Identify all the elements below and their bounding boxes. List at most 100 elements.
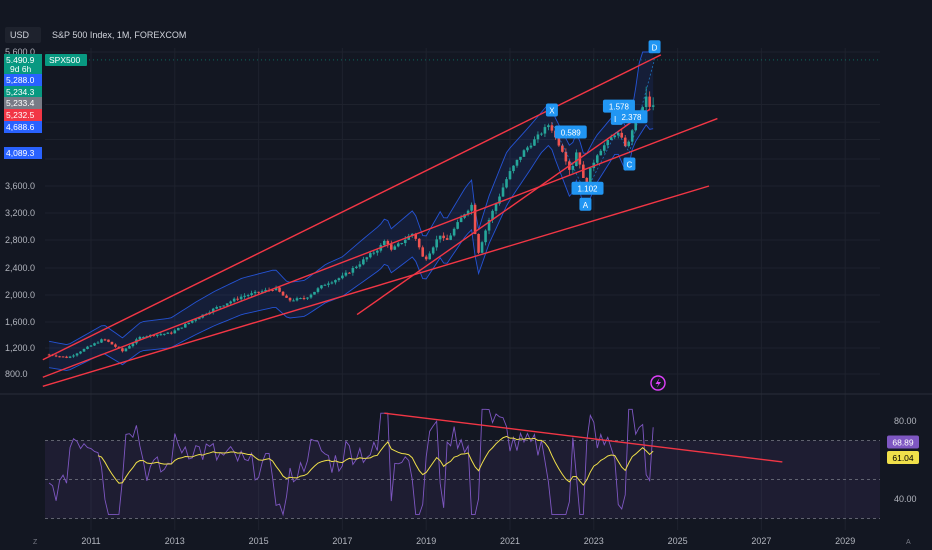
currency-label: USD xyxy=(10,30,30,40)
rsi-value-label: 68.89 xyxy=(892,437,914,447)
time-tick-label: 2023 xyxy=(584,536,604,546)
candle-body xyxy=(197,317,201,320)
candle-body xyxy=(72,355,75,357)
price-tick-label: 3,600.0 xyxy=(5,181,35,191)
candle-body xyxy=(246,295,250,297)
candle-body xyxy=(473,204,477,234)
ratio-label: 1.578 xyxy=(609,103,630,112)
pattern-point-label: D xyxy=(652,43,658,52)
candle-body xyxy=(459,217,463,223)
candle-body xyxy=(82,348,86,352)
candle-body xyxy=(477,233,480,253)
candle-body xyxy=(309,294,313,298)
price-tag-label: 4,089.3 xyxy=(6,148,35,158)
trendline[interactable] xyxy=(356,108,651,316)
candle-body xyxy=(327,283,330,285)
bollinger-fill xyxy=(49,52,654,371)
candle-body xyxy=(285,295,288,298)
candle-body xyxy=(369,253,372,258)
candle-body xyxy=(616,132,620,136)
candle-body xyxy=(128,346,131,349)
candle-body xyxy=(163,333,166,335)
candle-body xyxy=(156,334,159,336)
candle-body xyxy=(344,272,348,276)
price-tick-label: 2,000.0 xyxy=(5,290,35,300)
price-tick-label: 800.0 xyxy=(5,369,28,379)
candle-body xyxy=(96,342,100,344)
candle-body xyxy=(383,240,386,246)
pattern-point-badge[interactable] xyxy=(545,103,558,117)
rsi-tick-label: 80.00 xyxy=(894,416,917,426)
candle-body xyxy=(372,252,376,254)
rsi-divergence-line[interactable] xyxy=(384,412,783,463)
candle-body xyxy=(613,135,617,138)
price-axis[interactable]: 800.0 1,200.0 1,600.0 2,000.0 2,400.0 2,800.0… xyxy=(4,47,880,379)
currency-badge[interactable] xyxy=(5,27,41,43)
candle-body xyxy=(466,210,470,215)
price-tag xyxy=(4,63,42,75)
trendline[interactable] xyxy=(42,185,710,388)
time-axis[interactable]: 2011 2013 2015 2017 2019 2021 2023 2025 2027 2029 xyxy=(81,536,855,546)
candle-body xyxy=(396,243,400,247)
candle-body xyxy=(358,264,362,267)
candle-body xyxy=(400,243,404,245)
candle-body xyxy=(648,96,651,107)
price-tick-label: 3,200.0 xyxy=(5,208,35,218)
symbol-tag[interactable] xyxy=(45,54,87,66)
candle-body xyxy=(89,345,93,347)
rsi-line xyxy=(48,408,654,517)
price-tick-label: 2,800.0 xyxy=(5,235,35,245)
candle-body xyxy=(75,353,79,356)
candle-body xyxy=(351,267,355,273)
candle-body xyxy=(417,238,421,248)
candle-body xyxy=(330,282,334,284)
pattern-point-badge[interactable] xyxy=(648,40,661,54)
trendline[interactable] xyxy=(42,117,718,378)
alert-bolt-icon[interactable] xyxy=(650,375,666,391)
bollinger-lower xyxy=(49,124,654,371)
candle-body xyxy=(166,332,170,334)
price-tag-label: 5,233.4 xyxy=(6,98,35,108)
candle-body xyxy=(505,179,508,188)
candle-body xyxy=(320,285,323,289)
candle-body xyxy=(173,330,177,334)
price-tick-label: 1,200.0 xyxy=(5,343,35,353)
candle-body xyxy=(47,354,51,356)
candle-body xyxy=(540,133,543,135)
candle-body xyxy=(222,305,225,307)
ratio-badge xyxy=(615,110,648,124)
candle-body xyxy=(449,235,452,240)
candle-body xyxy=(529,145,533,148)
symbol-tag-label: SPX500 xyxy=(49,55,80,65)
time-tick-label: 2025 xyxy=(668,536,688,546)
candle-body xyxy=(589,168,592,183)
candle-body xyxy=(602,145,606,151)
rsi-value-tag xyxy=(887,451,919,465)
candle-body xyxy=(421,247,425,257)
candle-body xyxy=(536,134,540,140)
candle-body xyxy=(585,177,589,183)
ratio-label: 2.378 xyxy=(621,113,642,122)
candle-body xyxy=(445,238,449,240)
candle-body xyxy=(93,343,96,346)
candle-body xyxy=(337,278,341,281)
time-tick-label: 2017 xyxy=(332,536,352,546)
candle-body xyxy=(131,343,135,347)
candle-body xyxy=(456,222,459,229)
timezone-glyph-icon[interactable]: Z xyxy=(33,539,38,546)
pattern-point-badge[interactable] xyxy=(579,197,592,211)
time-tick-label: 2019 xyxy=(416,536,436,546)
pattern-point-label: X xyxy=(549,107,555,116)
pattern-point-badge[interactable] xyxy=(623,157,636,171)
candle-body xyxy=(512,165,515,172)
price-tag xyxy=(4,109,42,121)
auto-scale-glyph-icon[interactable]: A xyxy=(906,539,911,546)
candle-body xyxy=(362,259,365,265)
candle-body xyxy=(431,247,435,254)
candle-body xyxy=(470,204,473,211)
candle-body xyxy=(229,301,232,304)
candle-body xyxy=(54,355,58,357)
ratio-label: 0.589 xyxy=(561,129,582,138)
